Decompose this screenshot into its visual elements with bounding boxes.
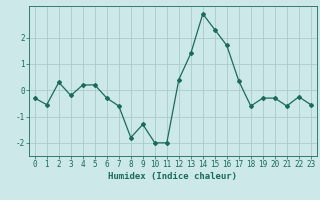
X-axis label: Humidex (Indice chaleur): Humidex (Indice chaleur) [108, 172, 237, 181]
